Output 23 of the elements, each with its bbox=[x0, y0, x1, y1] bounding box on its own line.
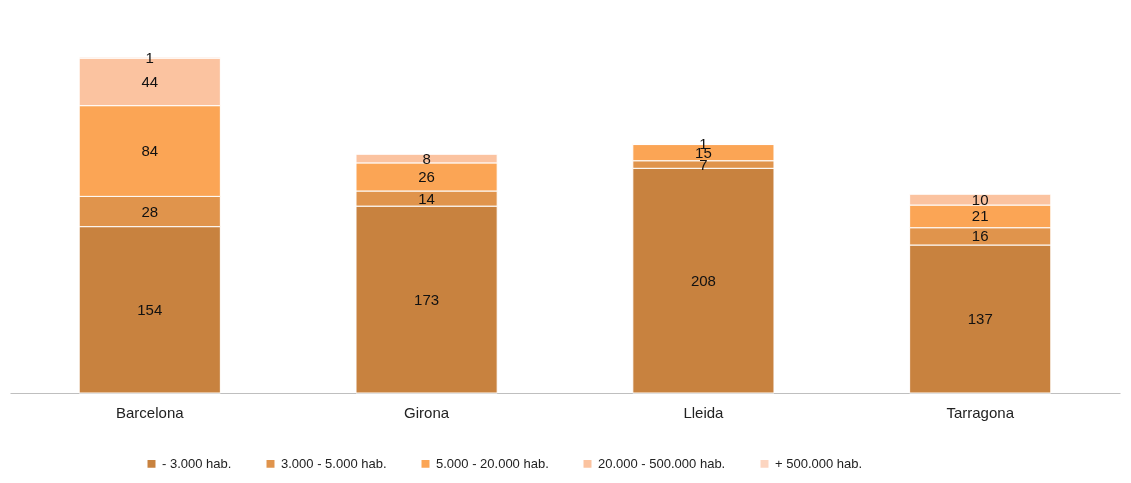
legend-label: - 3.000 hab. bbox=[162, 455, 232, 471]
data-label: 10 bbox=[971, 190, 989, 208]
legend-label: 3.000 - 5.000 hab. bbox=[281, 455, 387, 471]
data-label: 21 bbox=[971, 207, 989, 225]
data-label: 16 bbox=[971, 227, 989, 245]
data-label: 84 bbox=[141, 142, 159, 160]
data-label: 1 bbox=[145, 48, 154, 66]
legend-label: + 500.000 hab. bbox=[775, 455, 863, 471]
x-tick-label: Lleida bbox=[683, 403, 725, 421]
data-label: 28 bbox=[141, 202, 159, 220]
data-label: 173 bbox=[414, 290, 440, 308]
legend-label: 20.000 - 500.000 hab. bbox=[598, 455, 726, 471]
x-tick-label: Girona bbox=[404, 403, 450, 421]
data-label: 137 bbox=[967, 310, 993, 327]
data-label: 44 bbox=[141, 72, 159, 90]
x-tick-label: Barcelona bbox=[116, 403, 185, 421]
x-tick-label: Tarragona bbox=[946, 403, 1015, 421]
data-label: 14 bbox=[418, 189, 435, 207]
data-label: 208 bbox=[690, 271, 716, 289]
data-label: 154 bbox=[137, 300, 163, 318]
data-label: 8 bbox=[422, 149, 431, 167]
legend-label: 5.000 - 20.000 hab. bbox=[436, 455, 549, 471]
data-label: 26 bbox=[418, 167, 435, 185]
